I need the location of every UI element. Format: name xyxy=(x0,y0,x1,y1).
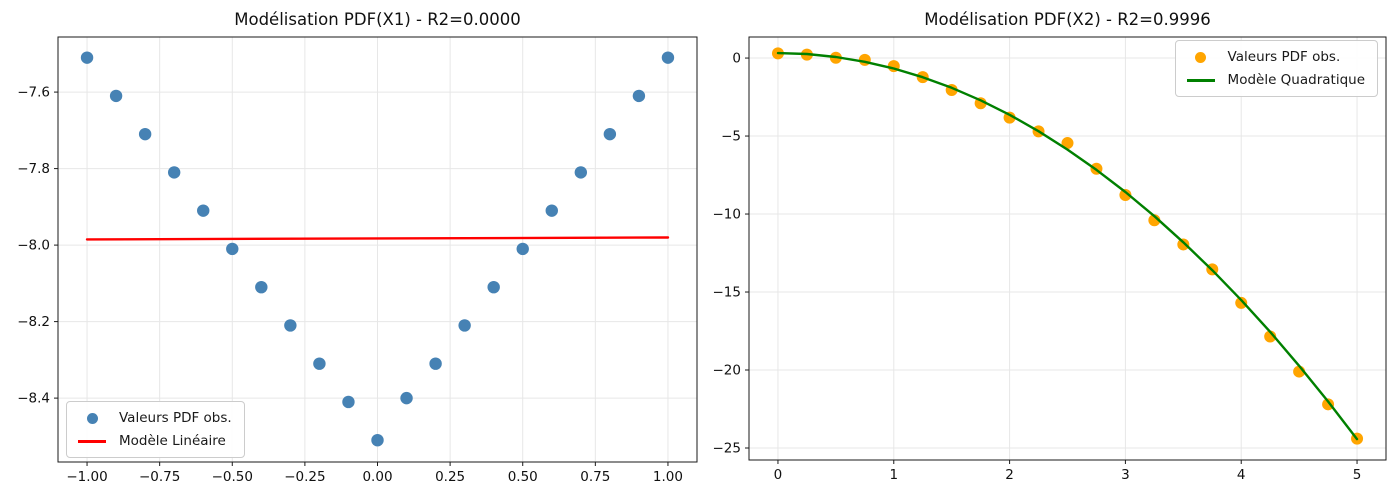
y-tick-label: −20 xyxy=(713,363,742,379)
right-legend: Valeurs PDF obs. Modèle Quadratique xyxy=(1174,40,1378,97)
x-tick-label: 4 xyxy=(1237,467,1246,483)
x-tick-label: −0.50 xyxy=(212,469,253,485)
right-chart: 0 1 2 3 4 5 0 −5 −10 −15 −20 −25 xyxy=(713,36,1387,483)
y-tick-label: −7.8 xyxy=(17,161,50,177)
y-tick-label: −8.2 xyxy=(17,314,50,330)
x-tick-label: 1 xyxy=(889,467,898,483)
gridlines xyxy=(749,37,1386,460)
x-tick-label: 0.50 xyxy=(508,469,538,485)
y-tick-label: −10 xyxy=(713,207,742,223)
y-tick-label: 0 xyxy=(732,51,741,67)
left-chart-title: Modélisation PDF(X1) - R2=0.0000 xyxy=(234,10,521,29)
series-observed-points xyxy=(80,51,675,447)
x-tick-label: 5 xyxy=(1353,467,1362,483)
legend-swatch-column xyxy=(1186,78,1216,82)
x-tick-label: −0.75 xyxy=(139,469,180,485)
legend-label: Valeurs PDF obs. xyxy=(119,410,232,426)
gridlines xyxy=(58,37,697,462)
legend-swatch-column xyxy=(77,439,107,443)
axes-frame xyxy=(748,36,1387,461)
legend-item-model: Modèle Linéaire xyxy=(77,433,232,449)
right-chart-title: Modélisation PDF(X2) - R2=0.9996 xyxy=(924,10,1211,29)
y-tick-label: −8.4 xyxy=(17,391,50,407)
legend-label: Modèle Quadratique xyxy=(1227,72,1365,88)
tick-labels: −1.00 −0.75 −0.50 −0.25 0.00 0.25 0.50 0.75 1.00… xyxy=(17,85,683,485)
left-chart: −1.00 −0.75 −0.50 −0.25 0.00 0.25 0.50 0.75 1.00… xyxy=(17,36,698,485)
legend-label: Valeurs PDF obs. xyxy=(1227,49,1341,65)
legend-swatch-column xyxy=(77,412,107,424)
x-tick-label: 0.00 xyxy=(362,469,392,485)
x-tick-label: 0.25 xyxy=(435,469,465,485)
x-tick-label: −1.00 xyxy=(66,469,107,485)
tick-marks xyxy=(54,91,669,466)
legend-item-observed: Valeurs PDF obs. xyxy=(1186,49,1365,65)
y-tick-label: −8.0 xyxy=(17,238,50,254)
x-tick-label: 0 xyxy=(774,467,783,483)
line-segment-icon xyxy=(78,439,106,443)
series-model-line xyxy=(85,236,670,241)
y-tick-label: −5 xyxy=(721,129,741,145)
series-model-line xyxy=(776,51,1359,441)
tick-labels: 0 1 2 3 4 5 0 −5 −10 −15 −20 −25 xyxy=(713,51,1362,483)
y-tick-label: −25 xyxy=(713,440,742,456)
legend-item-model: Modèle Quadratique xyxy=(1186,72,1365,88)
scatter-dot-icon xyxy=(1195,51,1207,63)
legend-swatch-column xyxy=(1186,51,1216,63)
x-tick-label: 2 xyxy=(1005,467,1014,483)
legend-item-observed: Valeurs PDF obs. xyxy=(77,410,232,426)
scatter-dot-icon xyxy=(86,412,98,424)
tick-marks xyxy=(745,57,1358,464)
series-observed-points xyxy=(771,47,1364,445)
x-tick-label: 0.75 xyxy=(580,469,610,485)
legend-label: Modèle Linéaire xyxy=(119,433,226,449)
x-tick-label: 1.00 xyxy=(653,469,683,485)
line-segment-icon xyxy=(1186,78,1215,82)
y-tick-label: −15 xyxy=(713,285,742,301)
y-tick-label: −7.6 xyxy=(17,85,50,101)
x-tick-label: 3 xyxy=(1121,467,1130,483)
left-legend: Valeurs PDF obs. Modèle Linéaire xyxy=(66,401,245,458)
x-tick-label: −0.25 xyxy=(284,469,325,485)
